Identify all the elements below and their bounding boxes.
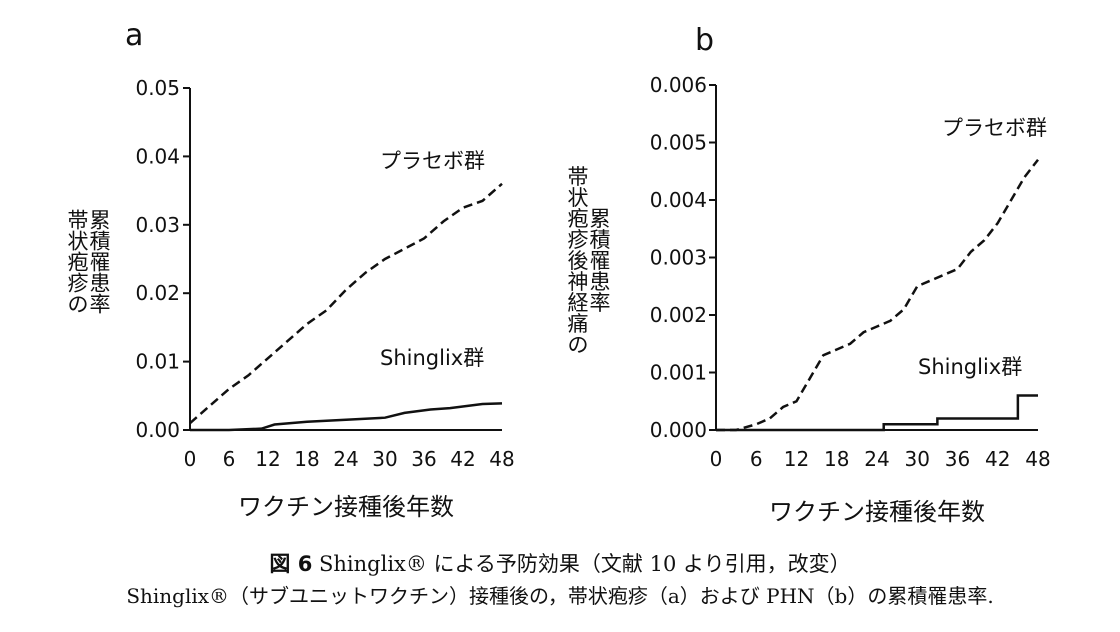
series-line-placebo bbox=[716, 158, 1039, 432]
series-annotation: Shinglix群 bbox=[380, 346, 484, 370]
x-tick-label: 42 bbox=[450, 447, 475, 471]
x-tick-label: 36 bbox=[411, 447, 436, 471]
x-axis-label: ワクチン接種後年数 bbox=[238, 493, 454, 521]
y-tick-label: 0.000 bbox=[650, 418, 707, 442]
y-tick-label: 0.001 bbox=[650, 361, 707, 385]
chart-panel-a: a 0.00 0.01 0.02 0.03 0.04 0.05 0 6 12 18 24 30 36 42 4… bbox=[68, 18, 515, 521]
y-tick-label: 0.01 bbox=[135, 350, 180, 374]
y-tick-label: 0.006 bbox=[650, 73, 707, 97]
x-axis-label: ワクチン接種後年数 bbox=[769, 498, 985, 526]
series-line-shinglix bbox=[716, 394, 1038, 432]
x-tick-label: 24 bbox=[333, 447, 358, 471]
x-tick-label: 12 bbox=[784, 447, 809, 471]
x-tick-label: 30 bbox=[372, 447, 397, 471]
series-line-shinglix bbox=[190, 402, 503, 432]
series-annotation: プラセボ群 bbox=[942, 116, 1047, 140]
figure-caption-description: Shinglix®（サブユニットワクチン）接種後の，帯状疱疹（a）および PHN… bbox=[126, 584, 994, 608]
figure: a 0.00 0.01 0.02 0.03 0.04 0.05 0 6 12 18 24 30 36 42 4… bbox=[68, 18, 1051, 526]
x-tick-label: 18 bbox=[294, 447, 319, 471]
y-axis-label: 累積罹患率 bbox=[590, 207, 611, 315]
x-tick-label: 30 bbox=[905, 447, 930, 471]
y-tick-label: 0.005 bbox=[650, 131, 707, 155]
figure-caption-title: 図 6 Shinglix® による予防効果（文献 10 より引用，改変） bbox=[0, 548, 1120, 578]
x-tick-label: 48 bbox=[489, 447, 514, 471]
y-axis-label: 帯状疱疹後神経痛の bbox=[568, 165, 589, 357]
x-tick-label: 6 bbox=[750, 447, 763, 471]
y-tick-label: 0.05 bbox=[135, 76, 180, 100]
series-line-placebo bbox=[189, 182, 503, 425]
y-axis-label: 帯状疱疹の bbox=[68, 209, 89, 317]
x-tick-label: 48 bbox=[1025, 447, 1050, 471]
x-tick-label: 24 bbox=[864, 447, 889, 471]
series-annotation: プラセボ群 bbox=[380, 149, 485, 173]
y-tick-label: 0.04 bbox=[135, 144, 180, 168]
x-tick-label: 18 bbox=[824, 447, 849, 471]
chart-panel-b: b 0.000 0.001 0.002 0.003 0.004 0.005 0.006 0 6 12… bbox=[568, 23, 1051, 526]
panel-label: b bbox=[695, 23, 714, 58]
y-tick-label: 0.002 bbox=[650, 303, 707, 327]
x-tick-label: 42 bbox=[985, 447, 1010, 471]
x-tick-label: 0 bbox=[184, 447, 197, 471]
x-tick-label: 6 bbox=[223, 447, 236, 471]
y-tick-label: 0.00 bbox=[135, 418, 180, 442]
y-tick-label: 0.003 bbox=[650, 246, 707, 270]
caption-title-text: Shinglix® による予防効果（文献 10 より引用，改変） bbox=[319, 552, 851, 576]
x-tick-label: 0 bbox=[710, 447, 723, 471]
x-tick-label: 36 bbox=[945, 447, 970, 471]
panel-label: a bbox=[125, 18, 143, 53]
series-annotation: Shinglix群 bbox=[918, 355, 1022, 379]
x-tick-label: 12 bbox=[255, 447, 280, 471]
y-tick-label: 0.02 bbox=[135, 281, 180, 305]
figure-label: 図 6 bbox=[269, 552, 313, 576]
y-tick-label: 0.004 bbox=[650, 188, 707, 212]
y-tick-label: 0.03 bbox=[135, 213, 180, 237]
y-axis-label: 累積罹患率 bbox=[90, 209, 111, 317]
